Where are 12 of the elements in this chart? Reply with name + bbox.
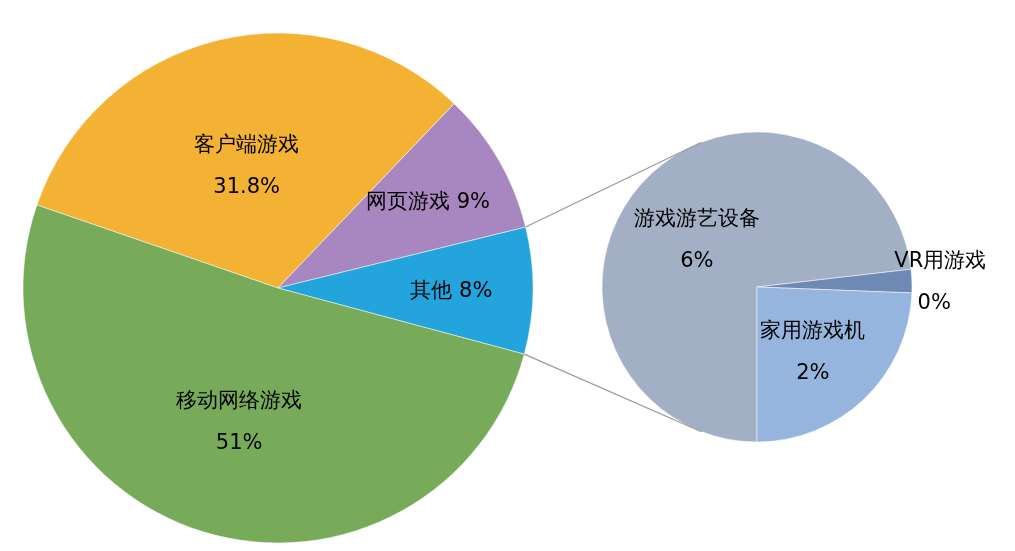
- data-label: 6%: [680, 248, 714, 273]
- data-label: 0%: [917, 289, 951, 314]
- slice-label: 移动网络游戏: [176, 387, 303, 412]
- slice-label: 游戏游艺设备: [633, 206, 760, 231]
- slice-label: 网页游戏 9%: [366, 189, 491, 214]
- slice-label: 客户端游戏: [194, 132, 300, 157]
- slice-label: VR用游戏: [894, 247, 987, 272]
- slice-label: 其他 8%: [410, 277, 493, 302]
- data-label: 51%: [215, 429, 263, 454]
- data-label: 31.8%: [213, 174, 281, 199]
- data-label: 2%: [796, 360, 830, 385]
- slice-label: 家用游戏机: [760, 318, 866, 343]
